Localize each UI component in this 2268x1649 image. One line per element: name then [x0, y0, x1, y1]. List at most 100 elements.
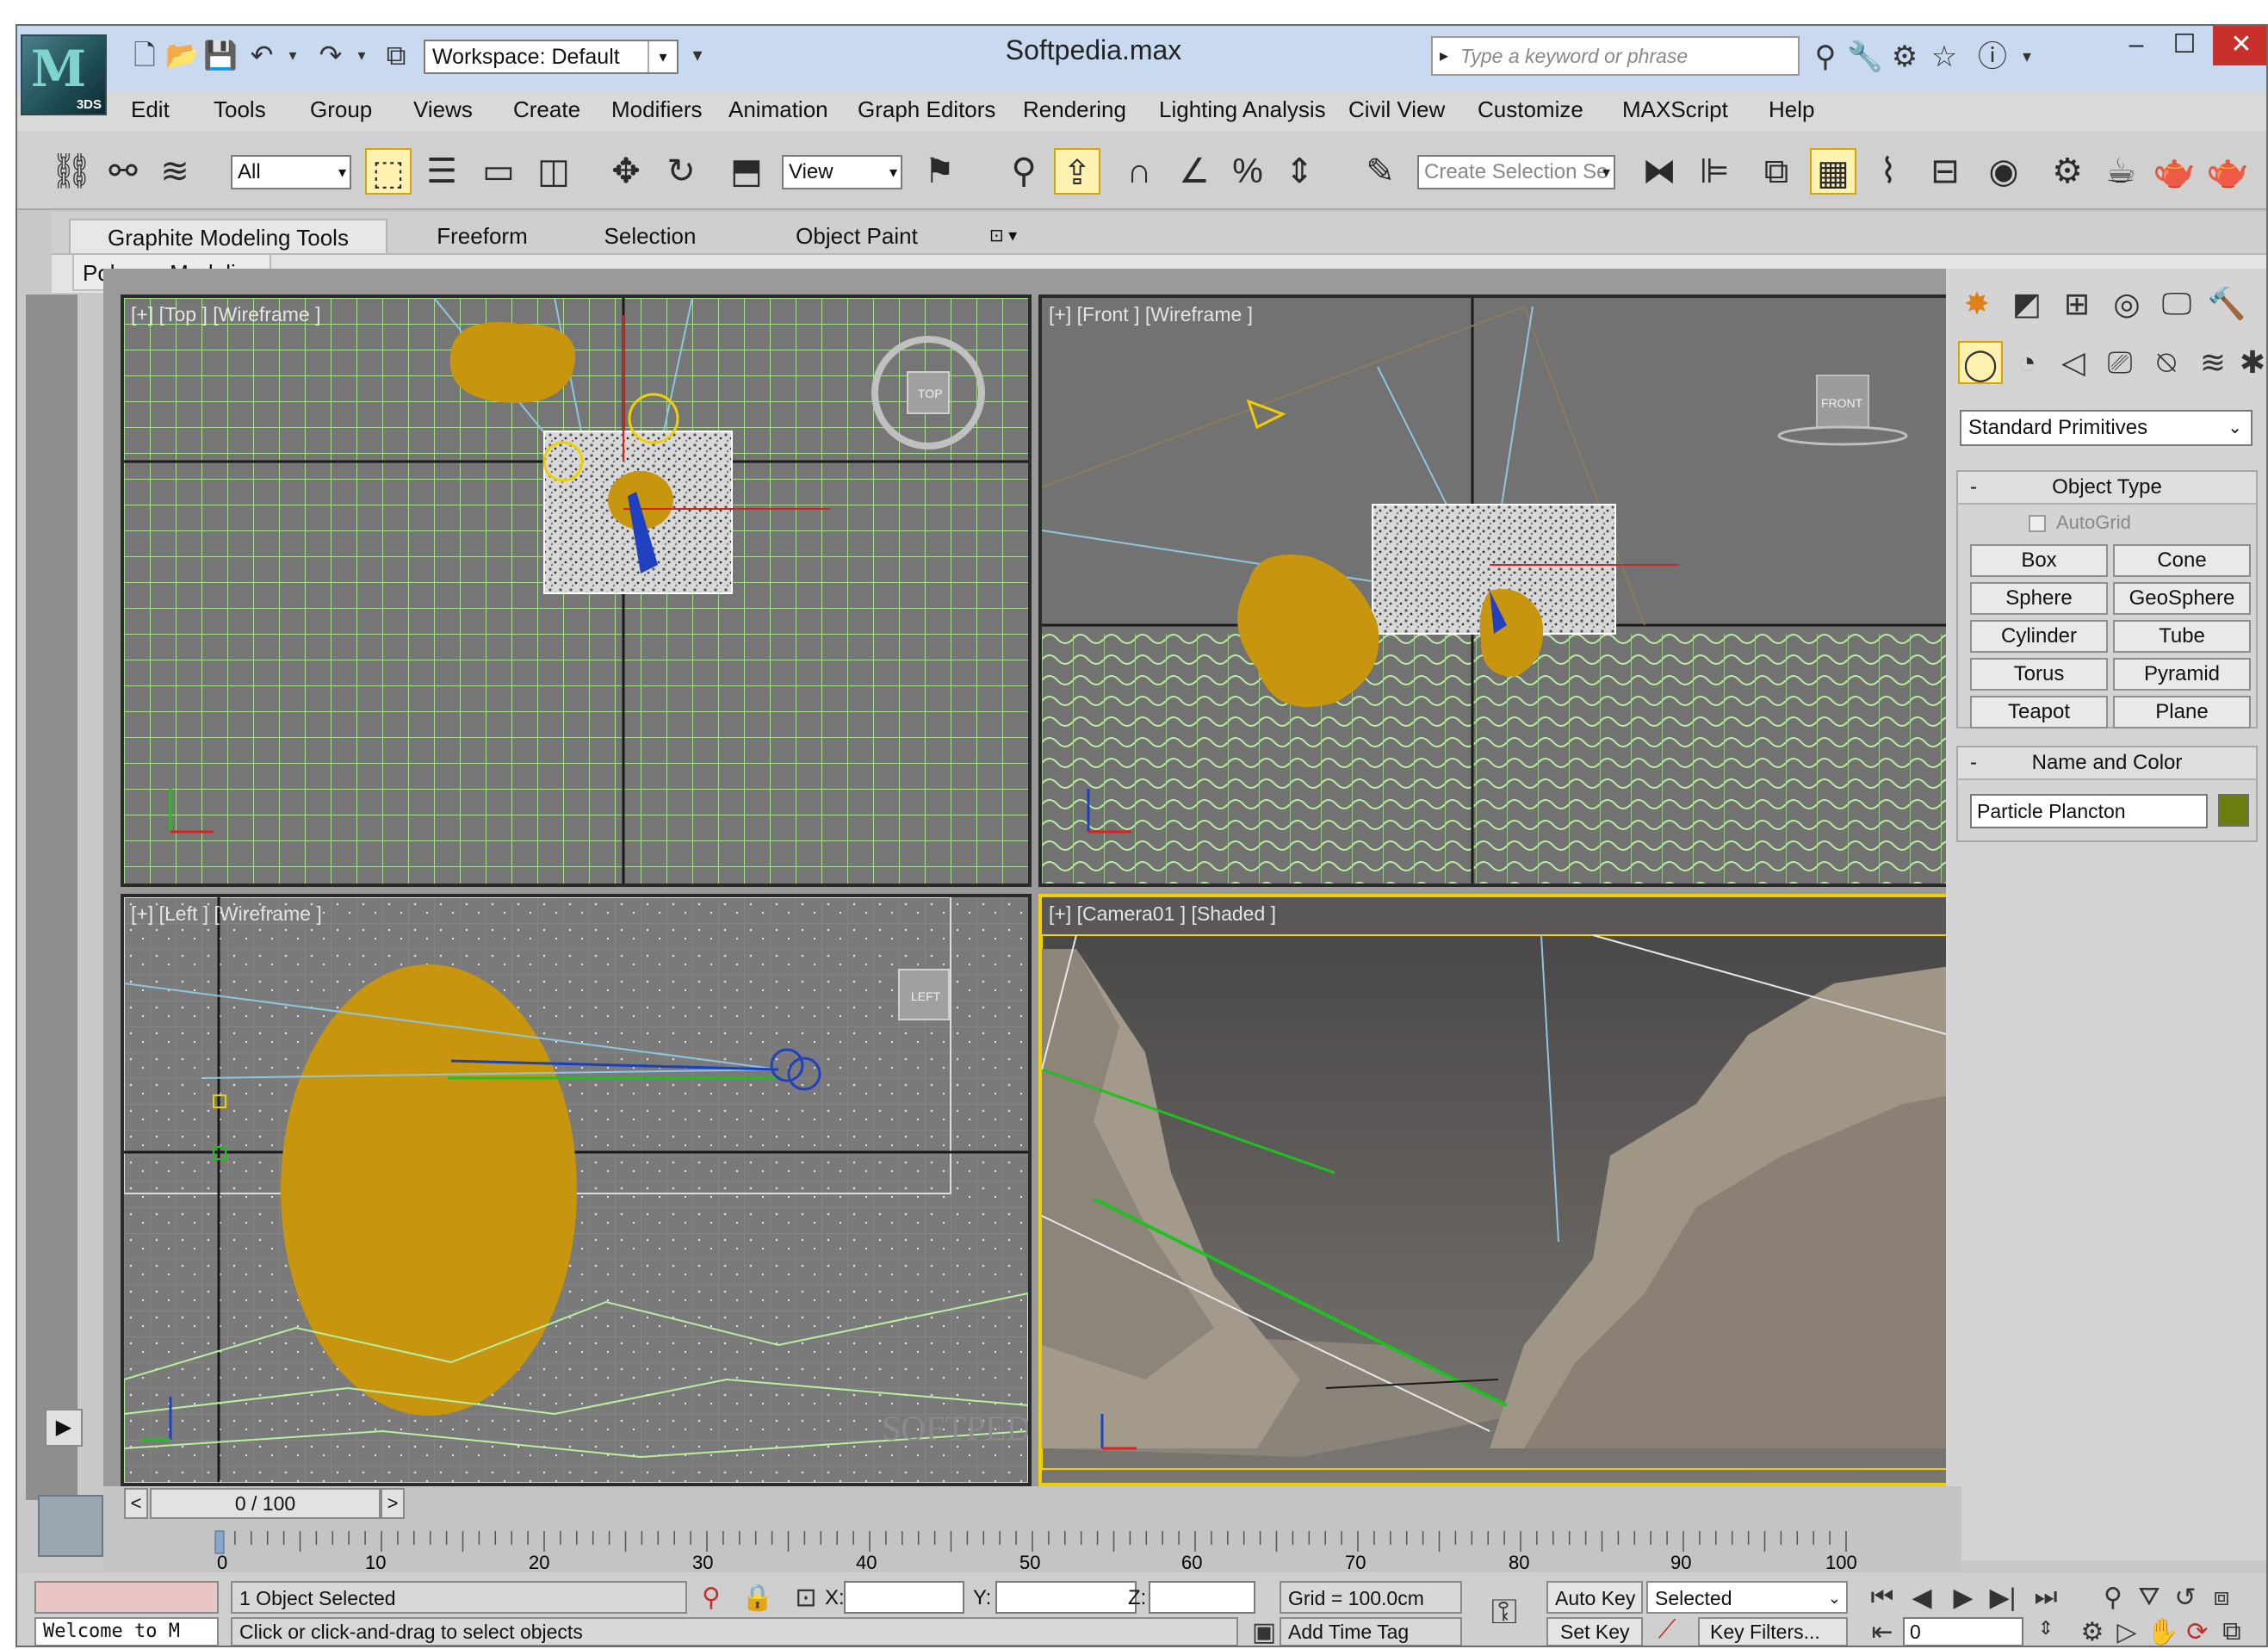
maximize-icon[interactable]: ☐ — [2172, 30, 2197, 59]
viewport-left-label[interactable]: [+] [Left ] [Wireframe ] — [131, 902, 322, 925]
viewport-top-label[interactable]: [+] [Top ] [Wireframe ] — [131, 303, 321, 325]
geosphere-button[interactable]: GeoSphere — [2113, 582, 2251, 615]
workspace-dropdown[interactable]: Workspace: Default ▾ — [424, 40, 679, 74]
set-keys-key-icon[interactable]: ⚿ — [1490, 1593, 1518, 1631]
menu-create[interactable]: Create — [513, 96, 581, 122]
maxscript-mini-listener-top[interactable] — [34, 1581, 219, 1614]
tab-object-paint[interactable]: Object Paint — [796, 223, 918, 249]
menu-customize[interactable]: Customize — [1478, 96, 1583, 122]
ribbon-options-icon[interactable]: ⊡ ▾ — [988, 226, 1018, 245]
field-of-view-icon[interactable]: ↺ — [2174, 1584, 2197, 1612]
geometry-icon[interactable]: ◯ — [1958, 341, 2003, 384]
pyramid-button[interactable]: Pyramid — [2113, 658, 2251, 691]
track-bar[interactable]: 0 10 20 30 40 50 60 70 80 90 100 — [103, 1522, 1961, 1573]
object-name-field[interactable]: Particle Plancton — [1970, 794, 2208, 828]
object-type-header[interactable]: - Object Type — [1958, 472, 2256, 505]
named-selection-dropdown[interactable]: Create Selection Se ▾ — [1417, 155, 1615, 189]
bind-to-space-warp-icon[interactable]: ≋ — [160, 152, 189, 190]
menu-civil-view[interactable]: Civil View — [1348, 96, 1446, 122]
window-crossing-icon[interactable]: ◫ — [537, 152, 570, 190]
space-warps-icon[interactable]: ≋ — [2199, 344, 2227, 380]
maximize-viewport-icon[interactable]: ⧉ — [2222, 1617, 2241, 1646]
autogrid-checkbox[interactable]: AutoGrid — [2029, 511, 2131, 534]
time-configuration-icon[interactable]: ⚙ — [2080, 1618, 2104, 1646]
save-file-icon[interactable]: 💾 — [203, 40, 238, 71]
key-mode-dropdown[interactable]: Selected ⌄ — [1646, 1581, 1848, 1614]
undo-icon[interactable]: ↶ — [250, 40, 274, 71]
modify-panel-icon[interactable]: ◩ — [2011, 286, 2042, 321]
snaps-toggle-icon[interactable]: ∩ — [1126, 152, 1152, 190]
y-coordinate-field[interactable] — [995, 1581, 1137, 1614]
teapot-button[interactable]: Teapot — [1970, 696, 2108, 728]
auto-key-button[interactable]: Auto Key — [1546, 1581, 1643, 1614]
key-filters-button[interactable]: Key Filters... — [1698, 1617, 1848, 1646]
play-animation-icon[interactable]: ▶ — [1953, 1584, 1974, 1612]
previous-frame-arrow-icon[interactable]: < — [124, 1488, 148, 1519]
help-icon[interactable]: ⓘ — [1978, 40, 2007, 73]
select-and-link-icon[interactable]: ⛓ — [49, 152, 94, 190]
cameras-icon[interactable]: ⎚ — [2107, 344, 2133, 380]
next-frame-arrow-icon[interactable]: > — [381, 1488, 405, 1519]
favorites-star-icon[interactable]: ☆ — [1930, 40, 1958, 73]
default-in-out-tangents-icon[interactable]: ⟋ — [1658, 1615, 1676, 1644]
previous-frame-icon[interactable]: ◀ — [1912, 1584, 1932, 1612]
project-folder-icon[interactable]: ⧉ — [386, 40, 406, 71]
time-slider-thumb[interactable]: 0 / 100 — [150, 1488, 381, 1519]
go-to-start-icon[interactable]: ⏮ — [1870, 1583, 1894, 1611]
manage-layers-icon[interactable]: ⧉ — [1763, 152, 1789, 190]
viewport-camera[interactable]: [+] [Camera01 ] [Shaded ] — [1038, 894, 1953, 1486]
cone-button[interactable]: Cone — [2113, 544, 2251, 577]
z-coordinate-field[interactable] — [1149, 1581, 1255, 1614]
help-dropdown-icon[interactable]: ▾ — [2022, 47, 2032, 66]
menu-modifiers[interactable]: Modifiers — [611, 96, 703, 122]
systems-icon[interactable]: ✱ — [2239, 344, 2266, 380]
spinner-snap-icon[interactable]: ⇕ — [1285, 152, 1314, 190]
display-panel-icon[interactable]: 🖵 — [2161, 286, 2192, 321]
shapes-icon[interactable]: ◔ — [2017, 344, 2036, 380]
rotate-icon[interactable]: ↻ — [666, 152, 696, 190]
name-and-color-header[interactable]: - Name and Color — [1958, 747, 2256, 780]
subscription-key-icon[interactable]: 🔧 — [1846, 40, 1884, 73]
app-menu-button[interactable]: M 3DS — [21, 34, 107, 115]
object-color-swatch[interactable] — [2218, 794, 2249, 827]
unlink-selection-icon[interactable]: ⚯ — [108, 152, 138, 190]
viewport-camera-label[interactable]: [+] [Camera01 ] [Shaded ] — [1049, 902, 1277, 925]
new-file-icon[interactable]: 🗋 — [133, 40, 156, 71]
select-by-name-icon[interactable]: ☰ — [426, 152, 457, 190]
box-button[interactable]: Box — [1970, 544, 2108, 577]
selection-filter-dropdown[interactable]: All ▾ — [231, 155, 351, 189]
absolute-mode-transform-icon[interactable]: ⊡ — [795, 1584, 817, 1612]
plane-button[interactable]: Plane — [2113, 696, 2251, 728]
render-iterative-icon[interactable]: 🫖 — [2206, 152, 2249, 190]
add-time-tag-button[interactable]: Add Time Tag — [1280, 1617, 1462, 1646]
torus-button[interactable]: Torus — [1970, 658, 2108, 691]
helpers-icon[interactable]: ⍉ — [2157, 344, 2176, 380]
zoom-icon[interactable]: ⚲ — [2104, 1584, 2122, 1612]
orbit-icon[interactable]: ⟳ — [2186, 1618, 2209, 1646]
go-to-end-icon[interactable]: ⏭ — [2034, 1583, 2058, 1611]
menu-maxscript[interactable]: MAXScript — [1622, 96, 1728, 122]
schematic-view-icon[interactable]: ⊟ — [1930, 152, 1960, 190]
undo-dropdown-icon[interactable]: ▾ — [288, 46, 297, 64]
pivot-point-center-icon[interactable]: ⚑ — [924, 152, 955, 190]
render-production-icon[interactable]: 🫖 — [2153, 152, 2196, 190]
viewport-left[interactable]: [+] [Left ] [Wireframe ] — [121, 894, 1032, 1486]
select-manipulate-icon[interactable]: ⚲ — [1011, 152, 1037, 190]
front-viewcube-label[interactable]: FRONT — [1821, 396, 1863, 410]
selection-lock-icon[interactable]: 🔒 — [741, 1584, 774, 1612]
binoculars-search-icon[interactable]: ⚲ — [1814, 40, 1837, 73]
pan-hand-icon[interactable]: ✋ — [2147, 1618, 2179, 1646]
mirror-icon[interactable]: ⧓ — [1642, 152, 1676, 190]
viewport-layouts-icon[interactable] — [38, 1495, 103, 1557]
sphere-button[interactable]: Sphere — [1970, 582, 2108, 615]
tab-graphite-modeling-tools[interactable]: Graphite Modeling Tools — [69, 219, 387, 253]
object-category-dropdown[interactable]: Standard Primitives ⌄ — [1960, 410, 2253, 446]
edit-named-selection-icon[interactable]: ✎ — [1366, 152, 1395, 190]
zoom-extents-icon[interactable]: ⧈ — [2213, 1583, 2230, 1611]
menu-graph-editors[interactable]: Graph Editors — [858, 96, 996, 122]
tab-selection[interactable]: Selection — [604, 223, 697, 249]
menu-tools[interactable]: Tools — [214, 96, 266, 122]
scene-explorer-icon[interactable]: ▦ — [1810, 148, 1856, 195]
rectangular-selection-icon[interactable]: ▭ — [482, 152, 515, 190]
communication-center-icon[interactable]: ⚙ — [1891, 40, 1918, 73]
